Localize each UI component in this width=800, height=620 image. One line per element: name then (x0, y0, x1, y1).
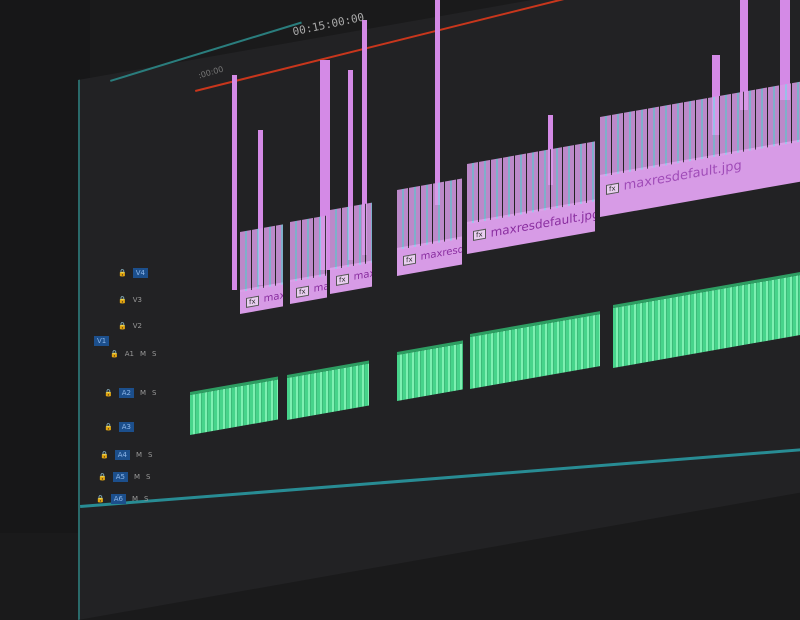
lock-icon[interactable]: 🔒 (118, 296, 127, 304)
track-label[interactable]: V3 (132, 296, 142, 304)
lock-icon[interactable]: 🔒 (110, 350, 119, 358)
track-header-v3[interactable]: 🔒 V3 (118, 296, 142, 304)
stacked-clip[interactable] (780, 0, 790, 100)
track-header-a1[interactable]: 🔒 A1 M S (110, 350, 156, 358)
fx-badge-icon: fx (246, 295, 259, 308)
solo-button[interactable]: S (144, 495, 149, 503)
track-label[interactable]: V4 (132, 268, 148, 278)
lock-icon[interactable]: 🔒 (118, 269, 127, 277)
track-label[interactable]: A4 (114, 450, 130, 460)
mute-button[interactable]: M (139, 350, 147, 358)
fx-badge-icon: fx (403, 253, 416, 266)
stacked-clip[interactable] (712, 55, 720, 135)
fx-badge-icon: fx (606, 182, 619, 195)
track-header-v1[interactable]: V1 (94, 336, 110, 346)
track-label[interactable]: A2 (118, 388, 134, 398)
lock-icon[interactable]: 🔒 (118, 322, 127, 330)
mute-button[interactable]: M (135, 451, 143, 459)
solo-button[interactable]: S (148, 451, 153, 459)
clip-name: max (263, 289, 283, 305)
clip-name: maxre (353, 266, 372, 283)
track-header-v2[interactable]: 🔒 V2 (118, 322, 142, 330)
stacked-clip[interactable] (362, 20, 367, 255)
track-header-a6[interactable]: 🔒 A6 M S (96, 494, 148, 504)
lock-icon[interactable]: 🔒 (96, 495, 105, 503)
mute-button[interactable]: M (139, 389, 147, 397)
solo-button[interactable]: S (152, 389, 157, 397)
mute-button[interactable]: M (133, 473, 141, 481)
track-label[interactable]: A3 (118, 422, 134, 432)
fx-badge-icon: fx (336, 273, 349, 286)
lock-icon[interactable]: 🔒 (98, 473, 107, 481)
track-header-a2[interactable]: 🔒 A2 M S (104, 388, 156, 398)
clip-name: maxresde (420, 243, 462, 263)
lock-icon[interactable]: 🔒 (104, 389, 113, 397)
stacked-clip[interactable] (435, 0, 440, 205)
fx-badge-icon: fx (473, 228, 486, 241)
stacked-clip[interactable] (232, 75, 237, 290)
solo-button[interactable]: S (152, 350, 157, 358)
video-clip[interactable]: fx maxi (290, 215, 327, 304)
track-label[interactable]: A5 (112, 472, 128, 482)
fx-badge-icon: fx (296, 285, 309, 298)
track-header-v4[interactable]: 🔒 V4 (118, 268, 148, 278)
project-panel (0, 0, 90, 533)
mute-button[interactable]: M (131, 495, 139, 503)
clip-name: maxi (313, 279, 327, 295)
track-header-a5[interactable]: 🔒 A5 M S (98, 472, 150, 482)
track-header-a3[interactable]: 🔒 A3 (104, 422, 134, 432)
stacked-clip[interactable] (348, 70, 353, 260)
stacked-clip[interactable] (320, 60, 330, 270)
stacked-clip[interactable] (740, 0, 748, 110)
track-label[interactable]: A6 (110, 494, 126, 504)
lock-icon[interactable]: 🔒 (100, 451, 109, 459)
solo-button[interactable]: S (146, 473, 151, 481)
track-label[interactable]: A1 (124, 350, 134, 358)
track-label[interactable]: V1 (94, 336, 110, 346)
track-label[interactable]: V2 (132, 322, 142, 330)
track-header-a4[interactable]: 🔒 A4 M S (100, 450, 152, 460)
stacked-clip[interactable] (258, 130, 263, 285)
lock-icon[interactable]: 🔒 (104, 423, 113, 431)
